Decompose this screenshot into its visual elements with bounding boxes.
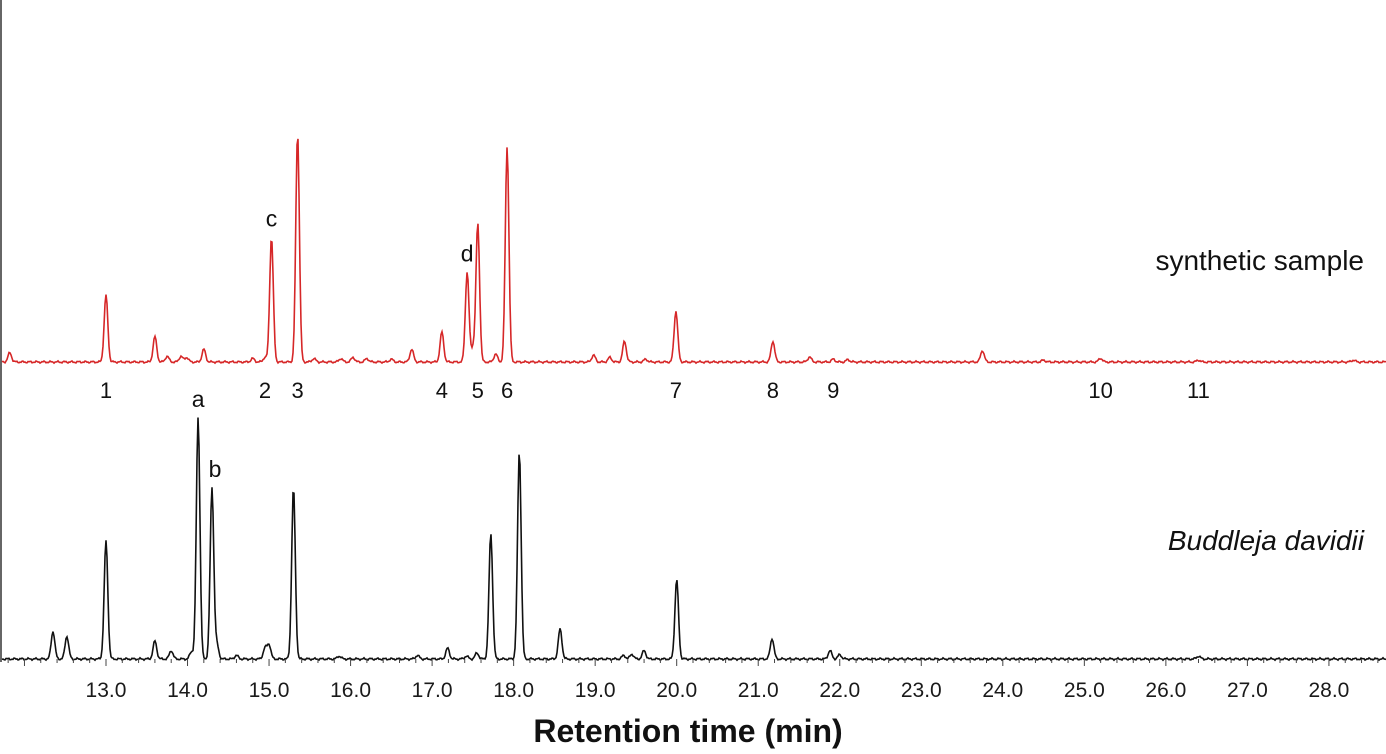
x-tick-label: 14.0 [167, 679, 208, 702]
x-tick-label: 25.0 [1064, 679, 1105, 702]
peak-number-label: 2 [259, 378, 271, 403]
x-tick-label: 22.0 [819, 679, 860, 702]
x-tick-label: 15.0 [249, 679, 290, 702]
series-label-synthetic: synthetic sample [1155, 245, 1364, 276]
x-tick-label: 21.0 [738, 679, 779, 702]
peak-number-label: 5 [472, 378, 484, 403]
x-tick-label: 16.0 [330, 679, 371, 702]
x-tick-label: 18.0 [493, 679, 534, 702]
peak-letter-label: b [209, 456, 222, 482]
x-tick-label: 26.0 [1145, 679, 1186, 702]
x-tick-label: 23.0 [901, 679, 942, 702]
x-tick-label: 19.0 [575, 679, 616, 702]
peak-number-label: 7 [670, 378, 682, 403]
x-tick-label: 20.0 [656, 679, 697, 702]
peak-number-label: 11 [1187, 378, 1210, 403]
x-tick-label: 27.0 [1227, 679, 1268, 702]
peak-letter-label: c [266, 206, 278, 232]
peak-number-label: 3 [291, 378, 303, 403]
x-tick-label: 24.0 [982, 679, 1023, 702]
x-tick-label: 13.0 [86, 679, 127, 702]
peak-number-label: 9 [827, 378, 839, 403]
x-tick-label: 17.0 [412, 679, 453, 702]
peak-number-label: 10 [1088, 378, 1112, 403]
peak-number-label: 6 [501, 378, 513, 403]
x-tick-label: 28.0 [1308, 679, 1349, 702]
peak-number-label: 1 [100, 378, 112, 403]
x-axis-title: Retention time (min) [533, 713, 842, 749]
peak-number-label: 8 [767, 378, 779, 403]
series-label-natural: Buddleja davidii [1168, 525, 1365, 556]
peak-letter-label: d [461, 241, 474, 267]
trace-synthetic-sample [1, 138, 1386, 365]
peak-number-label: 4 [436, 378, 448, 403]
trace-buddleja-davidii [1, 417, 1386, 662]
peak-letter-label: a [192, 386, 205, 412]
